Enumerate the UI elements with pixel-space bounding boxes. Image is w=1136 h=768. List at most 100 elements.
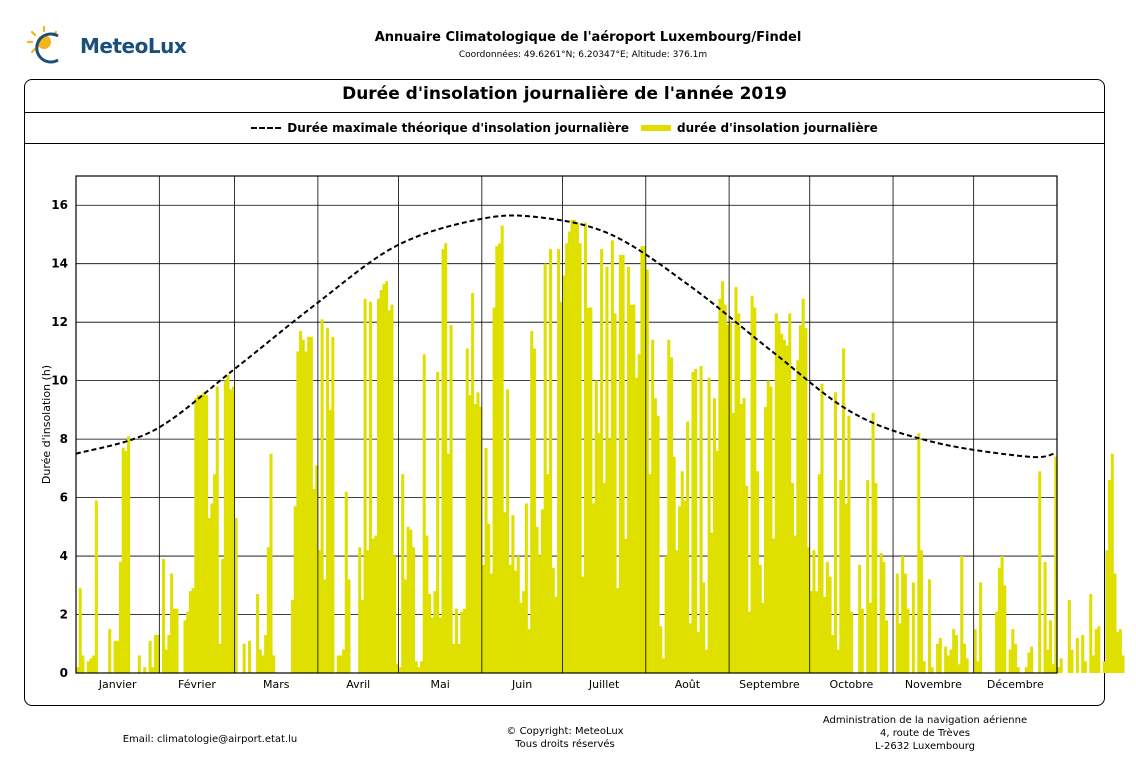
sunshine-bar bbox=[1030, 646, 1034, 673]
sunshine-bar bbox=[167, 634, 171, 673]
sunshine-bar bbox=[385, 281, 389, 673]
sunshine-bar bbox=[807, 547, 811, 673]
sunshine-bar bbox=[342, 649, 346, 673]
sunshine-bar bbox=[479, 406, 483, 673]
sunshine-bar bbox=[468, 395, 472, 673]
sunshine-bar bbox=[535, 526, 539, 673]
sunshine-bar bbox=[586, 307, 590, 673]
sunshine-bar bbox=[92, 655, 96, 673]
sunshine-bar bbox=[137, 655, 141, 673]
sunshine-bar bbox=[661, 658, 665, 673]
sunshine-bar bbox=[637, 354, 641, 673]
sunshine-bar bbox=[906, 608, 910, 673]
sunshine-bar bbox=[702, 582, 706, 673]
copyright-line-2: Tous droits réservés bbox=[515, 739, 615, 750]
report-title: Annuaire Climatologique de l'aéroport Lu… bbox=[374, 30, 802, 45]
sunshine-bar bbox=[162, 558, 166, 673]
sunshine-bar bbox=[476, 392, 480, 673]
sunshine-bar bbox=[815, 591, 819, 673]
sunshine-bar bbox=[691, 371, 695, 673]
sunshine-bar bbox=[417, 667, 421, 673]
sunshine-bar bbox=[1102, 661, 1106, 673]
sunshine-bar bbox=[398, 667, 402, 673]
sunshine-bar bbox=[379, 290, 383, 673]
sunshine-bar bbox=[613, 313, 617, 673]
sunshine-bar bbox=[710, 532, 714, 673]
sunshine-bar bbox=[1075, 637, 1079, 673]
y-tick-label: 6 bbox=[60, 491, 68, 505]
sunshine-bar bbox=[543, 263, 547, 673]
sunshine-bar bbox=[976, 661, 980, 673]
sunshine-bar bbox=[1081, 634, 1085, 673]
sunshine-bar bbox=[81, 655, 85, 673]
sunshine-bar bbox=[715, 450, 719, 673]
sunshine-bar bbox=[817, 474, 821, 673]
sunshine-bar bbox=[997, 567, 1001, 673]
sunshine-bar bbox=[196, 395, 200, 673]
sunshine-bar bbox=[1097, 626, 1101, 673]
month-label: Janvier bbox=[98, 678, 137, 691]
footer-copyright: © Copyright: MeteoLux Tous droits réserv… bbox=[460, 725, 670, 751]
footer-email: Email: climatologie@airport.etat.lu bbox=[122, 734, 298, 745]
sunshine-bar bbox=[463, 608, 467, 673]
sunshine-bar bbox=[503, 512, 507, 673]
sunshine-bar bbox=[764, 406, 768, 673]
y-tick-label: 16 bbox=[51, 198, 68, 212]
sunshine-bar bbox=[793, 535, 797, 673]
sunshine-bar bbox=[371, 538, 375, 673]
sunshine-bar bbox=[557, 249, 561, 673]
sunshine-bar bbox=[1094, 629, 1098, 673]
sunshine-bar bbox=[148, 640, 152, 673]
sunshine-bar bbox=[188, 591, 192, 673]
sunshine-bar bbox=[831, 634, 835, 673]
sunshine-bar bbox=[213, 474, 217, 673]
sunshine-bar bbox=[248, 640, 252, 673]
sunshine-bar bbox=[231, 386, 235, 673]
sunshine-bar bbox=[108, 629, 112, 673]
sunshine-bar bbox=[812, 550, 816, 673]
sunshine-bar bbox=[549, 249, 553, 673]
sunshine-bar bbox=[312, 488, 316, 673]
sunshine-bar bbox=[506, 389, 510, 673]
sunshine-bar bbox=[718, 298, 722, 673]
sunshine-bar bbox=[731, 412, 735, 673]
sunshine-bar bbox=[172, 608, 176, 673]
sunshine-bar bbox=[156, 634, 160, 673]
sunshine-bar bbox=[839, 480, 843, 673]
sunshine-bar bbox=[922, 661, 926, 673]
sunshine-bar bbox=[707, 377, 711, 673]
sunshine-bar bbox=[403, 579, 407, 673]
sunshine-bar bbox=[1091, 655, 1095, 673]
sunshine-bar bbox=[1089, 594, 1093, 673]
sunshine-bar bbox=[414, 661, 418, 673]
sunshine-bar bbox=[374, 535, 378, 673]
sunshine-bar bbox=[798, 325, 803, 673]
sunshine-bar bbox=[739, 404, 743, 673]
sunshine-bar bbox=[766, 380, 770, 673]
sunshine-bar bbox=[1059, 658, 1063, 673]
sunshine-bar bbox=[653, 398, 657, 673]
sunshine-bar bbox=[930, 667, 934, 673]
month-label: Juillet bbox=[588, 678, 620, 691]
y-tick-label: 12 bbox=[51, 315, 68, 329]
month-label: Mars bbox=[263, 678, 290, 691]
sunshine-bar bbox=[487, 523, 491, 673]
sunshine-bar bbox=[530, 330, 534, 673]
sunshine-bar bbox=[954, 634, 958, 673]
sunshine-bar bbox=[441, 249, 445, 673]
sunshine-bar bbox=[409, 529, 413, 673]
sunshine-bar bbox=[366, 550, 370, 673]
sunshine-bar bbox=[1043, 561, 1047, 673]
sunshine-bar bbox=[86, 661, 90, 673]
sunshine-bar bbox=[390, 304, 394, 673]
sunshine-bar bbox=[527, 629, 531, 673]
sunshine-bar bbox=[76, 667, 80, 673]
sunshine-bar bbox=[207, 518, 211, 673]
sunshine-bar bbox=[755, 471, 760, 673]
sunshine-bar bbox=[360, 599, 364, 673]
sunshine-bar bbox=[554, 596, 558, 673]
sunshine-bar bbox=[406, 526, 410, 673]
legend-divider bbox=[25, 143, 1104, 144]
sunshine-bar bbox=[680, 471, 684, 673]
sunshine-bar bbox=[78, 588, 82, 673]
